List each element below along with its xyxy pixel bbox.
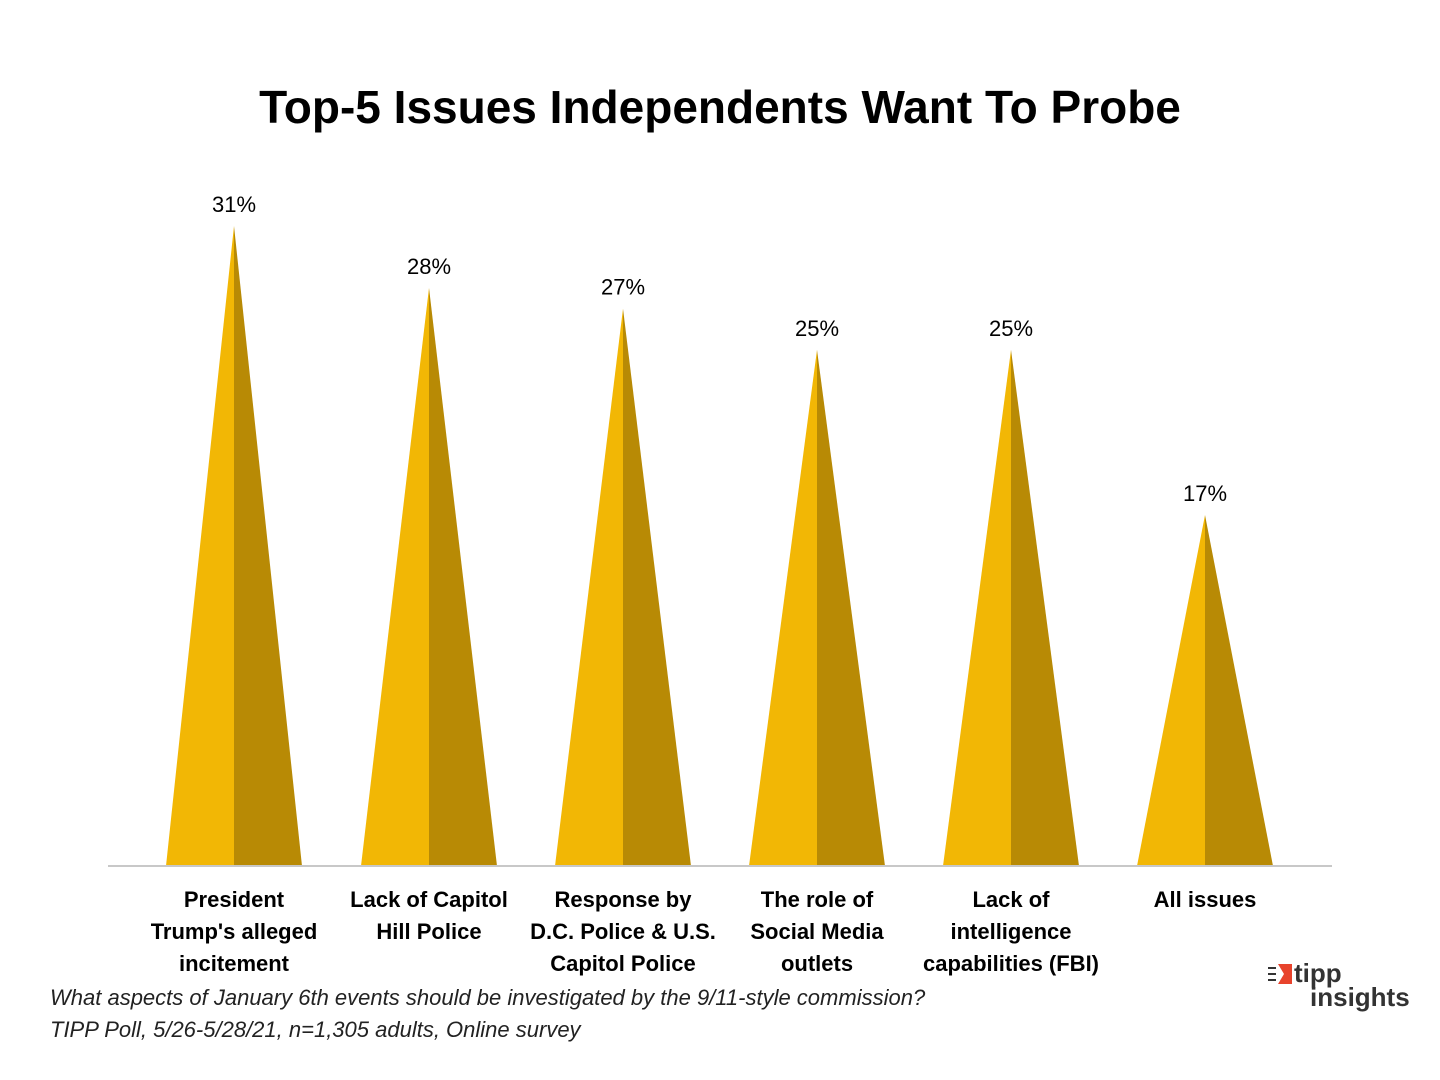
category-label-line: The role of [760, 887, 874, 912]
category-label-5: Lack of intelligence capabilities (FBI) [911, 884, 1111, 980]
data-label-4: 25% [795, 316, 839, 341]
category-label-line: Trump's alleged [150, 919, 318, 944]
bar-3 [555, 308, 691, 866]
category-label-2: Lack of Capitol Hill Police [329, 884, 529, 948]
footnote-source: TIPP Poll, 5/26-5/28/21, n=1,305 adults,… [50, 1017, 581, 1042]
bar-4-dark-face [817, 349, 885, 866]
bar-6-dark-face [1205, 515, 1273, 866]
bar-5 [943, 349, 1079, 866]
bar-6-light-face [1137, 515, 1205, 866]
category-label-line: outlets [780, 951, 854, 976]
logo-text-tipp: tipp [1294, 958, 1342, 988]
category-label-3: Response by D.C. Police & U.S. Capitol Pol… [523, 884, 723, 980]
bar-1-light-face [166, 226, 234, 866]
data-label-5: 25% [989, 316, 1033, 341]
bar-2-dark-face [429, 287, 497, 866]
bar-1-dark-face [234, 226, 302, 866]
category-label-line: Lack of [972, 887, 1050, 912]
category-label-line: D.C. Police & U.S. [530, 919, 716, 944]
data-label-3: 27% [601, 275, 645, 300]
category-label-4: The role of Social Media outlets [717, 884, 917, 980]
category-label-6: All issues [1105, 884, 1305, 916]
category-label-line: Lack of Capitol [350, 887, 508, 912]
bar-4-light-face [749, 349, 817, 866]
logo-text-insights: insights [1310, 982, 1410, 1012]
data-label-6: 17% [1183, 481, 1227, 506]
category-label-1: President Trump's alleged incitement [134, 884, 334, 980]
bar-1 [166, 226, 302, 866]
category-label-line: Response by [554, 887, 692, 912]
category-label-line: Social Media [750, 919, 884, 944]
chart-title: Top-5 Issues Independents Want To Probe [259, 81, 1181, 133]
bar-2 [361, 287, 497, 866]
bar-2-light-face [361, 287, 429, 866]
category-label-line: President [183, 887, 285, 912]
footnote: What aspects of January 6th events shoul… [50, 982, 925, 1046]
chart-plot: 31% 28% 27% 25% 25% 17% [108, 192, 1332, 867]
bar-3-light-face [555, 308, 623, 866]
tipp-insights-logo: tipp insights [1268, 958, 1428, 1020]
data-label-2: 28% [407, 254, 451, 279]
footnote-question: What aspects of January 6th events shoul… [50, 985, 926, 1010]
category-label-line: incitement [178, 951, 290, 976]
category-label-line: capabilities (FBI) [922, 951, 1100, 976]
bar-6 [1137, 515, 1273, 866]
bar-4 [749, 349, 885, 866]
category-label-line: Capitol Police [550, 951, 696, 976]
category-label-line: All issues [1153, 887, 1257, 912]
bar-5-light-face [943, 349, 1011, 866]
data-label-1: 31% [212, 192, 256, 217]
bar-5-dark-face [1011, 349, 1079, 866]
logo-arrow-icon [1268, 964, 1292, 984]
category-label-line: Hill Police [376, 919, 482, 944]
bar-3-dark-face [623, 308, 691, 866]
category-label-line: intelligence [950, 919, 1072, 944]
